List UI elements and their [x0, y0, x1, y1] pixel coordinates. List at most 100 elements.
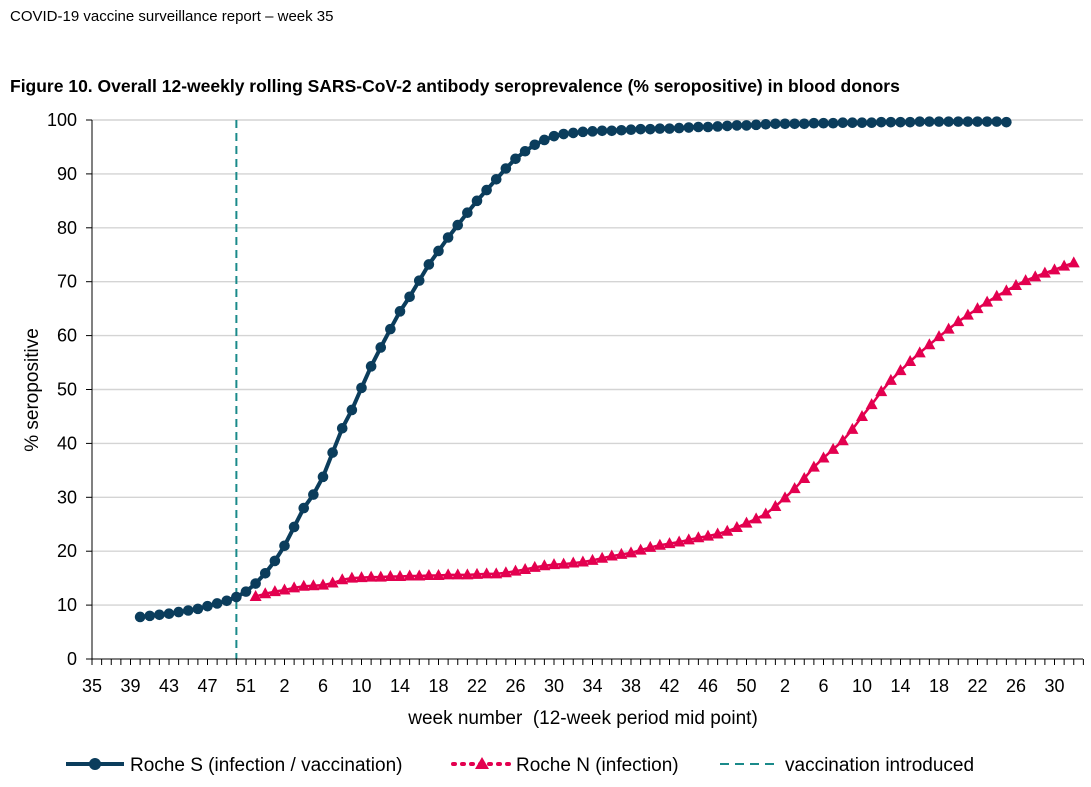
- roche-s-point: [413, 275, 425, 286]
- roche-s-point: [452, 219, 464, 231]
- roche-n-point: [692, 531, 705, 543]
- roche-n-point: [634, 543, 647, 555]
- roche-s-point: [182, 605, 194, 616]
- roche-s-point: [173, 606, 184, 618]
- roche-n-point: [721, 524, 734, 536]
- roche-s-point: [250, 578, 261, 589]
- roche-s-point: [770, 118, 781, 130]
- series-layer: [134, 116, 1080, 623]
- x-tick-label: 14: [390, 676, 410, 696]
- y-axis-label: % seropositive: [22, 328, 43, 452]
- roche-n-point: [538, 559, 551, 571]
- roche-n-point: [422, 568, 435, 580]
- roche-s-point: [962, 116, 974, 127]
- roche-s-point: [529, 139, 541, 151]
- roche-n-point: [355, 571, 368, 583]
- roche-n-point: [952, 315, 965, 327]
- roche-s-point: [327, 447, 338, 458]
- roche-n-point: [923, 338, 936, 350]
- roche-s-point: [356, 382, 367, 394]
- roche-s-point: [972, 116, 983, 127]
- x-tick-label: 6: [818, 676, 828, 696]
- roche-s-point: [991, 116, 1003, 127]
- roche-s-point: [808, 117, 820, 129]
- roche-n-point: [403, 569, 416, 581]
- roche-n-point: [461, 568, 474, 580]
- roche-s-point: [789, 118, 800, 130]
- roche-n-point: [432, 568, 445, 580]
- y-tick-label: 10: [57, 595, 77, 615]
- roche-n-point: [1048, 263, 1061, 275]
- roche-n-point: [268, 585, 281, 597]
- roche-s-point: [490, 173, 502, 185]
- roche-n-point: [451, 568, 464, 580]
- roche-s-point: [202, 600, 213, 612]
- roche-s-point: [269, 555, 281, 567]
- roche-s-point: [712, 121, 723, 132]
- roche-n-point: [1000, 284, 1013, 296]
- roche-n-point: [846, 422, 859, 434]
- roche-s-point: [259, 567, 271, 579]
- roche-n-point: [1038, 266, 1051, 278]
- roche-s-point: [856, 117, 868, 128]
- x-tick-label: 18: [929, 676, 949, 696]
- roche-n-point: [981, 295, 994, 307]
- roche-s-point: [673, 122, 685, 134]
- roche-s-point: [625, 124, 637, 136]
- roche-n-point: [278, 583, 291, 595]
- roche-s-point: [904, 116, 916, 128]
- roche-s-point: [895, 116, 906, 128]
- roche-s-point: [1001, 116, 1012, 128]
- roche-s-point: [548, 130, 560, 142]
- roche-n-point: [605, 549, 618, 561]
- roche-n-point: [711, 527, 724, 539]
- roche-s-point: [741, 120, 752, 131]
- roche-s-point: [943, 116, 954, 127]
- roche-s-point: [308, 489, 319, 500]
- roche-n-point: [576, 555, 589, 567]
- roche-s-point: [596, 125, 608, 137]
- roche-s-point: [798, 118, 810, 130]
- roche-s-point: [693, 121, 704, 133]
- roche-s-point: [211, 598, 223, 609]
- x-tick-label: 35: [82, 676, 102, 696]
- roche-s-point: [423, 259, 435, 270]
- roche-n-point: [759, 507, 772, 519]
- roche-n-point: [1067, 256, 1080, 268]
- x-tick-label: 47: [197, 676, 217, 696]
- roche-s-point: [847, 117, 858, 128]
- roche-s-point: [375, 342, 387, 353]
- y-tick-label: 100: [47, 110, 77, 130]
- roche-n-point: [663, 537, 676, 549]
- y-tick-label: 70: [57, 272, 77, 292]
- roche-s-point: [779, 118, 791, 130]
- roche-s-point: [500, 163, 512, 174]
- roche-n-point: [769, 499, 782, 511]
- roche-s-point: [442, 232, 454, 243]
- roche-n-point: [644, 540, 657, 552]
- x-tick-label: 26: [1006, 676, 1026, 696]
- roche-n-point: [1029, 270, 1042, 282]
- report-header: COVID-19 vaccine surveillance report – w…: [10, 8, 334, 25]
- legend-roche-n-label: Roche N (infection): [516, 755, 679, 776]
- roche-n-point: [317, 578, 329, 590]
- roche-n-point: [326, 576, 339, 588]
- x-tick-label: 34: [582, 676, 602, 696]
- roche-n-point: [259, 587, 272, 599]
- y-tick-label: 0: [67, 649, 77, 669]
- roche-n-point: [586, 553, 599, 565]
- roche-s-point: [952, 116, 964, 127]
- roche-n-point: [297, 579, 310, 591]
- roche-n-point: [442, 568, 455, 580]
- x-tick-label: 6: [318, 676, 328, 696]
- roche-n-point: [307, 579, 320, 591]
- figure-title: Figure 10. Overall 12-weekly rolling SAR…: [10, 76, 900, 96]
- roche-n-point: [836, 434, 849, 446]
- roche-s-point: [606, 125, 618, 137]
- roche-n-point: [1019, 274, 1032, 286]
- roche-s-point: [539, 134, 550, 146]
- roche-s-point: [134, 611, 146, 623]
- roche-n-point: [653, 538, 666, 550]
- roche-n-point: [682, 533, 695, 545]
- roche-n-point: [904, 354, 917, 366]
